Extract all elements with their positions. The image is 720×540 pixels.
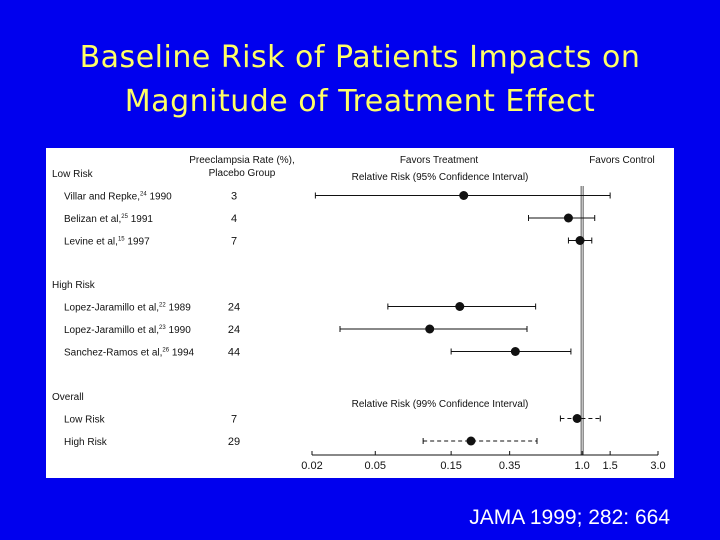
x-tick-label: 0.35 bbox=[499, 460, 520, 472]
study-year: 1991 bbox=[128, 214, 153, 225]
study-year: 1990 bbox=[147, 192, 172, 203]
rate-value: 24 bbox=[228, 302, 240, 314]
slide-title-line-1: Baseline Risk of Patients Impacts on bbox=[79, 40, 641, 75]
group-label: Low Risk bbox=[52, 169, 94, 180]
forest-plot-panel: Preeclampsia Rate (%), Placebo Group Fav… bbox=[46, 148, 674, 478]
effect-point bbox=[466, 436, 476, 446]
study-reference: 15 bbox=[118, 237, 125, 243]
rate-value: 7 bbox=[231, 236, 237, 248]
rate-value: 24 bbox=[228, 324, 240, 336]
rate-value: 29 bbox=[228, 436, 240, 448]
ci-95-label: Relative Risk (95% Confidence Interval) bbox=[352, 172, 529, 183]
ci-99-label: Relative Risk (99% Confidence Interval) bbox=[352, 399, 529, 410]
study-label: Belizan et al,25 1991 bbox=[64, 214, 153, 225]
study-label: Sanchez-Ramos et al,26 1994 bbox=[64, 348, 195, 359]
study-reference: 24 bbox=[140, 192, 147, 198]
study-label: Low Risk bbox=[64, 415, 106, 426]
effect-point bbox=[459, 191, 469, 200]
slide-title-line-2: Magnitude of Treatment Effect bbox=[124, 84, 596, 119]
effect-point bbox=[510, 347, 520, 356]
x-tick-label: 1.0 bbox=[574, 460, 589, 472]
effect-point bbox=[572, 414, 582, 423]
rate-value: 44 bbox=[228, 347, 240, 359]
study-label: Villar and Repke,24 1990 bbox=[64, 192, 172, 203]
x-tick-label: 0.15 bbox=[440, 460, 461, 472]
study-label: Lopez-Jaramillo et al,22 1989 bbox=[64, 303, 191, 314]
group-label: High Risk bbox=[52, 280, 96, 291]
study-label: Lopez-Jaramillo et al,23 1990 bbox=[64, 325, 191, 336]
study-label: Levine et al,15 1997 bbox=[64, 237, 150, 248]
study-year: 1989 bbox=[166, 303, 191, 314]
effect-point bbox=[563, 213, 573, 223]
rate-value: 4 bbox=[231, 213, 237, 225]
forest-plot: Preeclampsia Rate (%), Placebo Group Fav… bbox=[52, 155, 666, 472]
x-tick-label: 1.5 bbox=[602, 460, 617, 472]
study-reference: 25 bbox=[121, 214, 128, 220]
study-year: 1994 bbox=[169, 348, 194, 359]
study-reference: 23 bbox=[159, 325, 166, 331]
citation: JAMA 1999; 282: 664 bbox=[469, 506, 670, 529]
rate-header-line-2: Placebo Group bbox=[209, 168, 276, 179]
rate-value: 3 bbox=[231, 191, 237, 203]
plot-layer: 0.02 0.05 0.15 0.35 1.0 1.5 3.0 Low Risk Villar … bbox=[52, 169, 666, 472]
study-reference: 26 bbox=[162, 348, 169, 354]
effect-point bbox=[425, 324, 435, 334]
x-tick-label: 3.0 bbox=[650, 460, 665, 472]
effect-point bbox=[575, 236, 585, 245]
study-year: 1990 bbox=[166, 325, 191, 336]
rate-value: 7 bbox=[231, 414, 237, 426]
group-label: Overall bbox=[52, 392, 84, 403]
slide-title: Baseline Risk of Patients Impacts on Mag… bbox=[40, 36, 680, 124]
study-reference: 22 bbox=[159, 303, 166, 309]
effect-point bbox=[455, 302, 465, 311]
study-year: 1997 bbox=[125, 237, 150, 248]
x-tick-label: 0.05 bbox=[365, 460, 386, 472]
favors-treatment-label: Favors Treatment bbox=[400, 155, 479, 166]
favors-control-label: Favors Control bbox=[589, 155, 655, 166]
rate-header-line-1: Preeclampsia Rate (%), bbox=[189, 155, 295, 166]
x-tick-label: 0.02 bbox=[301, 460, 322, 472]
study-label: High Risk bbox=[64, 437, 108, 448]
